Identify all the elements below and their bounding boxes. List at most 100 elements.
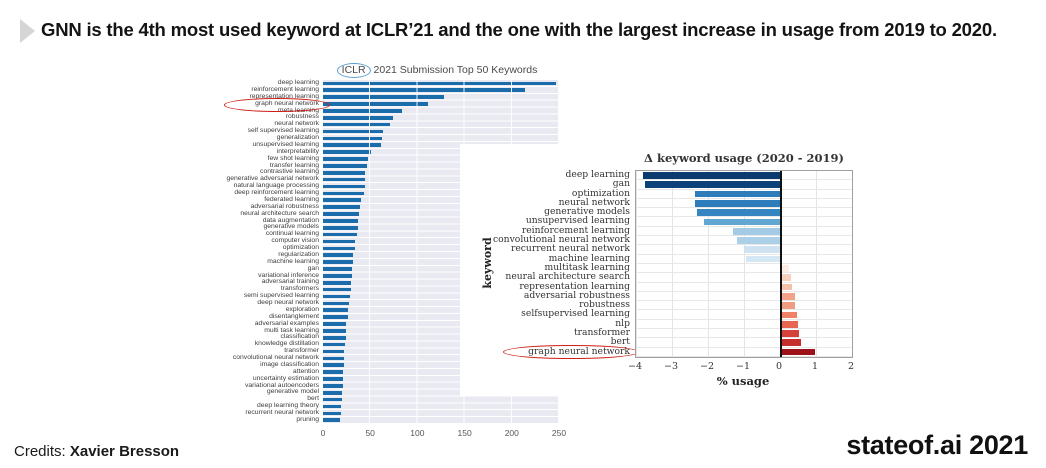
bar bbox=[323, 81, 557, 86]
bar-track bbox=[323, 114, 559, 121]
category-label: computer vision bbox=[271, 237, 319, 245]
category-label: nlp bbox=[615, 317, 630, 329]
bar bbox=[780, 302, 796, 309]
category-label: gan bbox=[307, 264, 319, 272]
category-label: adversarial robustness bbox=[250, 202, 319, 210]
bar bbox=[645, 181, 780, 189]
bar bbox=[323, 115, 393, 120]
bar bbox=[323, 384, 343, 388]
category-label: deep reinforcement learning bbox=[234, 189, 319, 196]
category-label: neural network bbox=[558, 196, 630, 208]
category-label: multitask learning bbox=[544, 261, 630, 273]
bar bbox=[323, 260, 354, 264]
bar-row bbox=[636, 292, 852, 302]
category-label: graph neural network bbox=[85, 98, 330, 112]
bar-row: generalization bbox=[85, 134, 559, 142]
bar bbox=[323, 212, 359, 216]
bar-row bbox=[636, 283, 852, 292]
bar bbox=[323, 404, 341, 409]
bar bbox=[323, 246, 356, 251]
bar bbox=[323, 170, 366, 175]
bar bbox=[323, 315, 348, 319]
delta-labels: deep learning gan optimization neural netwo… bbox=[480, 170, 639, 360]
bar-row bbox=[636, 236, 852, 246]
category-label: variational inference bbox=[258, 271, 319, 279]
category-label: exploration bbox=[285, 305, 319, 313]
bar-row: bert bbox=[85, 395, 559, 403]
iclr-x-axis: 0 50 100 150 200 250 bbox=[321, 428, 566, 440]
bar bbox=[323, 377, 343, 381]
circled-word: ICLR bbox=[341, 64, 366, 76]
bar bbox=[323, 143, 381, 148]
bar-row bbox=[636, 348, 852, 357]
bar-row: pruning bbox=[85, 416, 559, 424]
bar-row bbox=[636, 255, 852, 264]
bar-track bbox=[323, 135, 559, 142]
bar bbox=[323, 191, 364, 196]
category-label: machine learning bbox=[267, 257, 319, 265]
bar bbox=[323, 129, 384, 134]
delta-plot bbox=[635, 170, 853, 358]
bullet-arrow-icon bbox=[20, 19, 35, 43]
credits: Credits: Xavier Bresson bbox=[14, 443, 179, 460]
category-label: semi supervised learning bbox=[243, 292, 319, 300]
bar bbox=[780, 320, 798, 328]
bar-row bbox=[636, 310, 852, 320]
category-label: optimization bbox=[282, 244, 319, 251]
bar bbox=[323, 418, 340, 423]
bar bbox=[780, 339, 801, 347]
brand-logo: stateof.ai 2021 bbox=[846, 430, 1028, 460]
category-label: reinforcement learning bbox=[251, 85, 319, 93]
category-label: robustness bbox=[579, 299, 630, 311]
bar bbox=[323, 411, 341, 416]
category-label: convolutional neural network bbox=[232, 354, 319, 361]
bar bbox=[323, 225, 358, 230]
bar bbox=[704, 218, 780, 226]
bar-track bbox=[323, 101, 559, 108]
x-tick-label: 150 bbox=[457, 428, 472, 438]
bar bbox=[323, 253, 354, 258]
category-label: classification bbox=[280, 333, 319, 341]
bar-row bbox=[636, 329, 852, 339]
red-ellipse-annotation bbox=[503, 345, 639, 360]
category-label: image classification bbox=[260, 360, 319, 368]
x-tick-label: 1 bbox=[811, 361, 819, 372]
bar bbox=[323, 88, 526, 93]
bar bbox=[323, 95, 444, 99]
credits-label: Credits: bbox=[14, 443, 66, 460]
category-label: knowledge distillation bbox=[254, 340, 319, 348]
category-label: interpretability bbox=[276, 147, 319, 155]
bar bbox=[780, 348, 815, 356]
bar-track bbox=[323, 396, 559, 403]
category-label: generalization bbox=[276, 134, 319, 141]
x-tick-label: −3 bbox=[663, 361, 679, 372]
category-label: data augmentation bbox=[262, 216, 319, 224]
category-label: natural language processing bbox=[233, 182, 319, 190]
category-label: regularization bbox=[278, 250, 319, 258]
bar bbox=[780, 283, 792, 291]
bar bbox=[780, 292, 796, 300]
category-label: convolutional neural network bbox=[493, 234, 630, 246]
bar-row: deep learning bbox=[85, 79, 559, 87]
category-label: generative models bbox=[263, 223, 319, 231]
category-label: representation learning bbox=[519, 280, 630, 292]
red-ellipse-annotation bbox=[224, 98, 330, 112]
delta-chart-title: Δ keyword usage (2020 - 2019) bbox=[644, 151, 844, 165]
bar-track bbox=[323, 417, 559, 424]
iclr-chart-title: ICLR 2021 Submission Top 50 Keywords bbox=[315, 63, 559, 78]
bar bbox=[323, 239, 356, 244]
category-label: gan bbox=[612, 178, 630, 190]
category-label: federated learning bbox=[264, 195, 319, 203]
delta-x-axis-label: % usage bbox=[716, 374, 770, 388]
bar bbox=[323, 280, 352, 285]
category-label: deep learning theory bbox=[257, 402, 319, 410]
credits-name: Xavier Bresson bbox=[69, 443, 180, 460]
bar-row bbox=[636, 171, 852, 181]
bar bbox=[323, 205, 360, 209]
bar-track bbox=[323, 94, 559, 101]
bar-row: graph neural network bbox=[85, 98, 559, 112]
category-label: transformers bbox=[280, 285, 319, 293]
bar bbox=[323, 136, 382, 141]
category-label: recurrent neural network bbox=[245, 409, 319, 416]
